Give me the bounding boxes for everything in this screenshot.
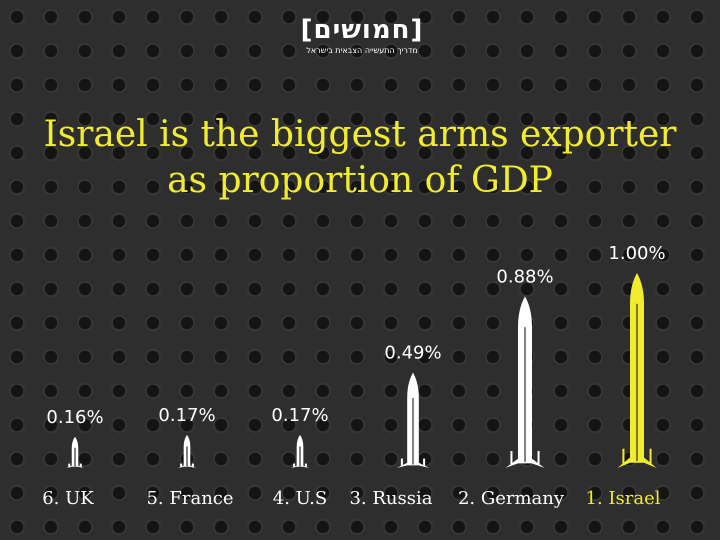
logo: [חמושים] מדריך התעשייה הצבאית בישראל — [300, 14, 424, 64]
rocket-booster-right — [79, 463, 82, 468]
rocket-booster-left — [622, 448, 625, 465]
category-label-2: 4. U.S — [273, 488, 327, 509]
rocket-center-line — [636, 303, 638, 461]
rocket-bar-3 — [396, 372, 430, 468]
rocket-bar-4 — [505, 296, 545, 468]
rocket-center-line — [299, 446, 301, 467]
value-label-5: 1.00% — [608, 243, 665, 264]
category-label-4: 2. Germany — [458, 488, 565, 509]
category-label-5: 1. Israel — [586, 488, 661, 509]
rocket-center-line — [412, 398, 414, 465]
rocket-booster-left — [510, 451, 513, 465]
category-label-0: 6. UK — [42, 488, 94, 509]
rocket-booster-right — [537, 451, 540, 465]
value-label-4: 0.88% — [496, 266, 553, 287]
rocket-booster-left — [68, 463, 71, 468]
rocket-booster-right — [304, 463, 307, 468]
rocket-booster-left — [293, 463, 296, 468]
value-label-3: 0.49% — [384, 342, 441, 363]
value-label-1: 0.17% — [158, 405, 215, 426]
value-label-2: 0.17% — [271, 405, 328, 426]
rocket-bar-1 — [177, 434, 197, 468]
value-label-0: 0.16% — [46, 407, 103, 428]
rocket-center-line — [186, 446, 188, 467]
rocket-center-line — [524, 327, 526, 462]
chart-title-line-2: as proportion of GDP — [167, 160, 553, 201]
rocket-bar-5 — [617, 273, 657, 468]
logo-wordmark: [חמושים] — [300, 15, 424, 45]
category-label-3: 3. Russia — [349, 488, 432, 509]
rocket-booster-right — [423, 458, 426, 467]
rocket-bar-2 — [290, 434, 310, 468]
rocket-booster-left — [180, 463, 183, 468]
rocket-center-line — [74, 447, 76, 467]
chart-title: Israel is the biggest arms exporter as p… — [0, 112, 720, 204]
category-label-1: 5. France — [146, 488, 233, 509]
rocket-bar-0 — [65, 436, 85, 468]
rocket-booster-left — [400, 458, 403, 467]
rocket-booster-right — [191, 463, 194, 468]
rocket-booster-right — [649, 448, 652, 465]
chart-title-line-1: Israel is the biggest arms exporter — [43, 114, 677, 155]
logo-tagline: מדריך התעשייה הצבאית בישראל — [306, 46, 418, 55]
